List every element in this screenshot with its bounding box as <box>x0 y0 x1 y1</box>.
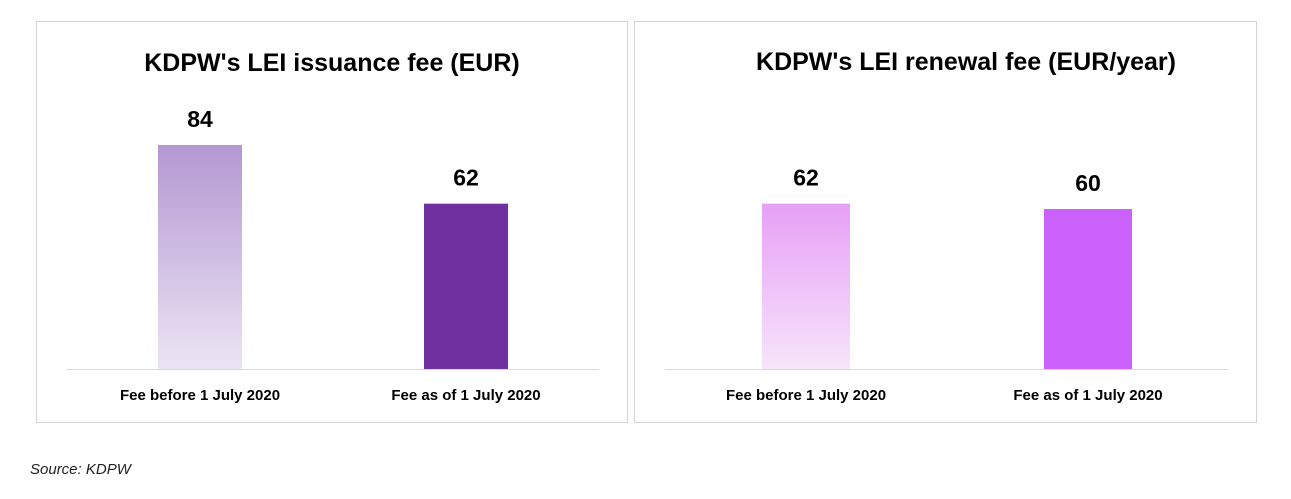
bar-before-1-july-2020 <box>158 145 242 369</box>
chart-title: KDPW's LEI issuance fee (EUR) <box>144 49 519 77</box>
source-note: Source: KDPW <box>30 461 131 478</box>
data-label: 62 <box>453 165 479 191</box>
x-tick-label: Fee before 1 July 2020 <box>726 387 886 404</box>
renewal-fee-chart-panel: KDPW's LEI renewal fee (EUR/year) 62 60 F… <box>634 21 1257 423</box>
renewal-fee-chart: KDPW's LEI renewal fee (EUR/year) 62 60 F… <box>665 48 1228 404</box>
issuance-fee-chart-panel: KDPW's LEI issuance fee (EUR) 84 62 Fee b… <box>36 21 628 423</box>
bar-as-of-1-july-2020 <box>1044 209 1132 369</box>
data-label: 60 <box>1075 170 1101 196</box>
bar-before-1-july-2020 <box>762 203 850 369</box>
issuance-fee-chart: KDPW's LEI issuance fee (EUR) 84 62 Fee b… <box>67 49 599 404</box>
x-tick-label: Fee as of 1 July 2020 <box>1013 387 1162 404</box>
bar-as-of-1-july-2020 <box>424 203 508 369</box>
x-tick-label: Fee before 1 July 2020 <box>120 387 280 404</box>
data-label: 84 <box>187 106 213 132</box>
chart-title: KDPW's LEI renewal fee (EUR/year) <box>756 48 1176 76</box>
x-tick-label: Fee as of 1 July 2020 <box>391 387 540 404</box>
data-label: 62 <box>793 165 819 191</box>
